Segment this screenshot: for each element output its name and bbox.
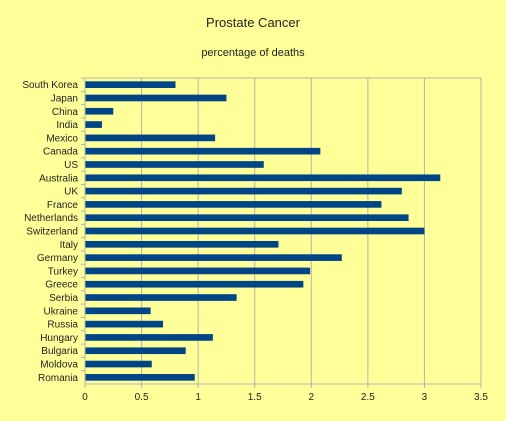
bar bbox=[85, 147, 321, 155]
category-label: UK bbox=[64, 187, 78, 198]
bar bbox=[85, 307, 151, 315]
x-tick-label: 3 bbox=[422, 392, 428, 403]
x-tick-label: 2.5 bbox=[361, 392, 375, 403]
category-label: France bbox=[47, 200, 79, 211]
bar bbox=[85, 227, 425, 235]
bar bbox=[85, 280, 304, 288]
category-label: Switzerland bbox=[26, 227, 78, 238]
bar bbox=[85, 134, 216, 142]
bar bbox=[85, 201, 382, 208]
category-label: Romania bbox=[38, 373, 78, 384]
category-labels: South Korea Japan China India Mexico Canada US… bbox=[22, 77, 85, 384]
category-label: Turkey bbox=[48, 266, 78, 277]
category-label: US bbox=[64, 160, 78, 171]
category-label: Australia bbox=[39, 173, 78, 184]
chart-subtitle: percentage of deaths bbox=[201, 47, 305, 59]
category-label: Greece bbox=[45, 280, 78, 291]
bar bbox=[85, 187, 402, 195]
x-tick-label: 0.5 bbox=[135, 392, 149, 403]
category-label: Netherlands bbox=[24, 213, 78, 224]
category-label: Canada bbox=[43, 147, 78, 158]
x-axis-ticks: 0 0.5 1 1.5 2 2.5 3 3.5 bbox=[82, 392, 488, 403]
bar bbox=[85, 121, 102, 128]
bars bbox=[85, 81, 441, 381]
category-label: China bbox=[52, 107, 79, 118]
bar bbox=[85, 267, 311, 275]
bar bbox=[85, 107, 114, 115]
bar bbox=[85, 94, 227, 102]
bar bbox=[85, 374, 195, 381]
x-tick-label: 2 bbox=[309, 392, 315, 403]
bar bbox=[85, 161, 264, 168]
x-tick-label: 1.5 bbox=[248, 392, 262, 403]
bar bbox=[85, 214, 409, 222]
bar bbox=[85, 254, 342, 261]
category-label: Ukraine bbox=[44, 306, 79, 317]
x-tick-label: 3.5 bbox=[474, 392, 488, 403]
plot-frame bbox=[84, 77, 482, 385]
category-label: Mexico bbox=[46, 133, 78, 144]
bar bbox=[85, 81, 176, 88]
bar bbox=[85, 174, 441, 182]
bar bbox=[85, 360, 152, 368]
category-label: Germany bbox=[37, 253, 78, 264]
bar bbox=[85, 347, 186, 355]
category-label: India bbox=[56, 120, 78, 131]
chart-title: Prostate Cancer bbox=[206, 15, 301, 30]
bar bbox=[85, 294, 237, 301]
category-label: Russia bbox=[47, 320, 78, 331]
x-tick-label: 1 bbox=[195, 392, 201, 403]
category-label: Serbia bbox=[49, 293, 78, 304]
bar bbox=[85, 240, 279, 248]
category-label: Italy bbox=[60, 240, 78, 251]
category-label: Japan bbox=[51, 93, 78, 104]
bar bbox=[85, 320, 164, 328]
category-label: Bulgaria bbox=[41, 346, 78, 357]
bar bbox=[85, 334, 213, 341]
category-label: Moldova bbox=[40, 360, 78, 371]
x-tick-label: 0 bbox=[82, 392, 88, 403]
category-label: South Korea bbox=[22, 80, 78, 91]
category-label: Hungary bbox=[40, 333, 78, 344]
